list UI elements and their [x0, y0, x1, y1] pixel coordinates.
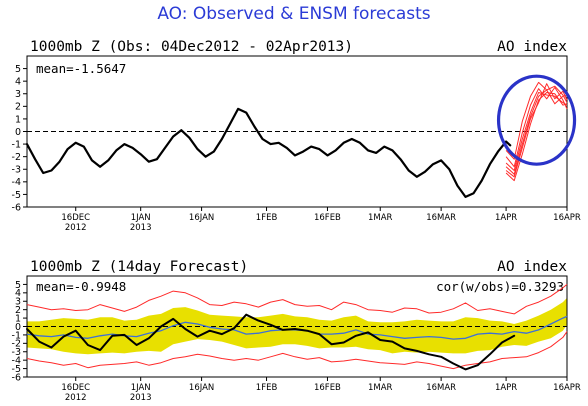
forecast-panel-title: 1000mb Z (14day Forecast)	[30, 259, 248, 275]
forecast-panel: 1000mb Z (14day Forecast) AO index mean=…	[12, 259, 581, 403]
forecast-x-tick-label: 16FEB	[314, 383, 341, 393]
observed-mean-annotation: mean=-1.5647	[36, 61, 126, 76]
forecast-x-tick-label: 1FEB	[256, 383, 278, 393]
forecast-correlation-annotation: cor(w/obs)=0.3293	[436, 279, 564, 294]
observed-x-tick-label: 1MAR	[368, 213, 393, 223]
forecast-x-tick-label: 1APR	[495, 383, 517, 393]
forecast-mean-annotation: mean=-0.9948	[36, 279, 126, 294]
forecast-y-tick-label: -3	[12, 347, 21, 358]
forecast-y-tick-label: 2	[15, 305, 21, 316]
ensemble-forecast-line-1	[505, 81, 568, 160]
ensemble-spread-band	[27, 297, 567, 355]
ensemble-max-line	[26, 284, 568, 315]
forecast-x-tick-label: 16APR	[553, 383, 581, 393]
forecast-y-tick-label: 3	[15, 297, 21, 308]
ensemble-forecast-line-6	[505, 92, 568, 182]
observed-panel-index-label: AO index	[497, 39, 567, 55]
ensemble-forecast-line-3	[505, 83, 568, 178]
observed-y-tick-label: 1	[15, 114, 21, 125]
forecast-x-tick-label: 1JAN	[131, 383, 151, 393]
observed-x-tick-label: 1FEB	[256, 213, 278, 223]
observed-ao-line	[25, 107, 512, 198]
observed-x-tick-label: 16APR	[553, 213, 581, 223]
observed-x-tick-label: 16DEC	[61, 213, 90, 223]
observed-y-tick-label: -6	[12, 202, 21, 213]
ensemble-forecast-line-5	[505, 89, 568, 175]
observed-y-tick-label: 3	[15, 89, 21, 100]
forecast-x-tick-label: 16MAR	[426, 383, 456, 393]
forecast-x-tick-label: 1MAR	[368, 383, 393, 393]
observed-panel: 1000mb Z (Obs: 04Dec2012 - 02Apr2013) AO…	[12, 39, 581, 233]
observed-y-tick-label: 2	[15, 102, 21, 113]
observed-y-tick-label: -3	[12, 165, 21, 176]
observed-x-tick-label: 1APR	[495, 213, 517, 223]
forecast-y-tick-label: -6	[12, 372, 21, 383]
observed-x-tick-year: 2013	[130, 223, 152, 233]
observed-y-tick-label: 5	[15, 64, 21, 75]
observed-forecast-line	[26, 313, 516, 371]
observed-y-tick-label: 0	[15, 127, 21, 138]
forecast-y-tick-label: -4	[12, 356, 21, 367]
forecast-y-tick-label: 5	[15, 280, 21, 291]
forecast-y-tick-label: -1	[12, 330, 21, 341]
observed-y-tick-label: -4	[12, 177, 21, 188]
observed-x-tick-label: 1JAN	[131, 213, 151, 223]
observed-x-tick-year: 2012	[65, 223, 87, 233]
observed-y-tick-label: -5	[12, 190, 21, 201]
figure-title: AO: Observed & ENSM forecasts	[157, 4, 430, 24]
forecast-y-tick-label: 0	[15, 322, 21, 333]
observed-y-tick-label: 4	[15, 77, 21, 88]
forecast-x-tick-label: 16JAN	[189, 383, 214, 393]
ensemble-min-line	[26, 331, 568, 370]
forecast-x-tick-label: 16DEC	[61, 383, 90, 393]
forecast-highlight-circle	[496, 74, 577, 166]
observed-x-tick-label: 16FEB	[314, 213, 341, 223]
forecast-y-tick-label: -5	[12, 364, 21, 375]
forecast-y-tick-label: -2	[12, 339, 21, 350]
forecast-x-tick-year: 2013	[130, 393, 152, 403]
ensemble-forecast-line-4	[505, 87, 568, 168]
observed-y-tick-label: -2	[12, 152, 21, 163]
forecast-x-tick-year: 2012	[65, 393, 87, 403]
observed-x-tick-label: 16MAR	[426, 213, 456, 223]
observed-y-tick-label: -1	[12, 139, 21, 150]
forecast-y-tick-label: 4	[15, 288, 21, 299]
observed-panel-title: 1000mb Z (Obs: 04Dec2012 - 02Apr2013)	[30, 39, 353, 55]
observed-x-tick-label: 16JAN	[189, 213, 214, 223]
forecast-y-tick-label: 1	[15, 313, 21, 324]
forecast-panel-index-label: AO index	[497, 259, 567, 275]
